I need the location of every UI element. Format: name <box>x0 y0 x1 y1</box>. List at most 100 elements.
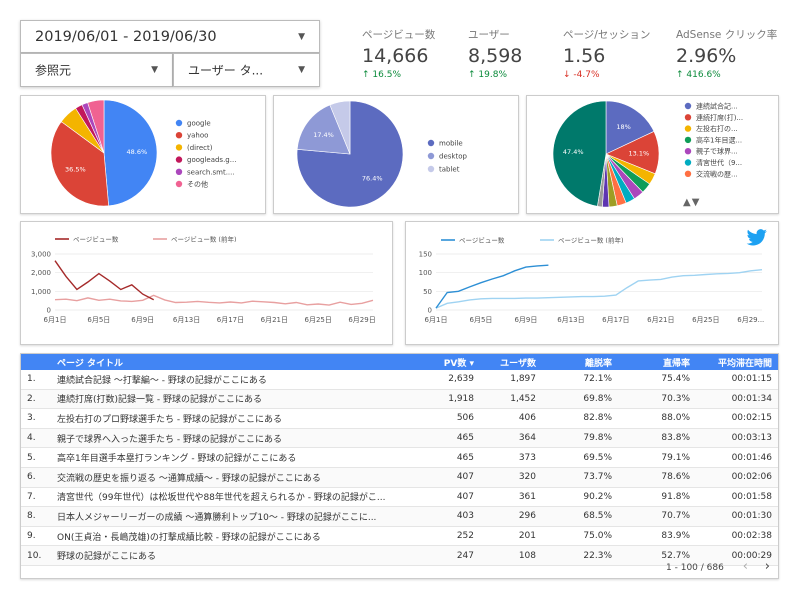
column-users[interactable]: ユーザ数 <box>500 358 536 369</box>
table-row[interactable]: 4. 親子で球界へ入った選手たち - 野球の記録がここにある 465 364 79.8%… <box>21 428 778 449</box>
x-tick-label: 6月17日 <box>602 316 629 324</box>
legend-item[interactable]: 親子で球界... <box>696 147 738 156</box>
table-row-bounce: 88.0% <box>618 408 696 429</box>
table-row-users: 108 <box>480 545 542 566</box>
legend-item[interactable]: mobile <box>439 140 463 148</box>
legend-item[interactable]: 交流戦の歴... <box>696 169 738 178</box>
pie-slice[interactable] <box>296 104 351 155</box>
pie-slice[interactable] <box>552 100 607 207</box>
table-row[interactable]: 3. 左投右打のプロ野球選手たち - 野球の記録がここにある 506 406 82.8%… <box>21 408 778 429</box>
column-page-title[interactable]: ページ タイトル <box>57 358 123 369</box>
source-pie-chart[interactable]: 48.6% 36.5% google yahoo (direct) googleads.g… <box>21 96 265 213</box>
legend-item[interactable]: desktop <box>439 153 467 161</box>
device-pie-chart[interactable]: 76.4% 17.4% mobile desktop tablet <box>274 96 518 213</box>
page-pie-chart[interactable]: 18% 13.1% 47.4% 連続試合記... 連続打席(打)... 左投右打の... 高… <box>527 96 778 213</box>
prev-page-button[interactable]: ‹ <box>742 559 748 574</box>
legend-pager[interactable]: ▲▼ <box>683 197 701 208</box>
legend-item[interactable]: ページビュー数 <box>459 236 505 245</box>
arrow-up-icon: ↑ <box>362 70 370 80</box>
table-row-exit: 79.8% <box>542 428 618 449</box>
series-line[interactable] <box>54 294 374 306</box>
date-range-picker[interactable]: 2019/06/01 - 2019/06/30 ▼ <box>20 20 320 53</box>
pie-slice[interactable] <box>296 100 404 208</box>
legend-item[interactable]: 連続試合記... <box>696 102 738 111</box>
table-row-exit: 69.8% <box>542 389 618 410</box>
table-row[interactable]: 6. 交流戦の歴史を振り返る ～通算成績～ - 野球の記録がここにある 407 320… <box>21 467 778 488</box>
legend-item[interactable]: その他 <box>187 180 208 189</box>
x-tick-label: 6月1日 <box>44 316 67 324</box>
table-row-time: 00:01:46 <box>696 447 778 468</box>
table-row[interactable]: 2. 連続打席(打数)記録一覧 - 野球の記録がここにある 1,918 1,452 69… <box>21 389 778 410</box>
legend-item[interactable]: 左投右打の... <box>696 124 738 133</box>
table-row-title: 日本人メジャーリーガーの成績 ～通算勝利トップ10～ - 野球の記録がここに..… <box>51 506 416 527</box>
x-tick-label: 6月29... <box>737 316 764 324</box>
arrow-down-icon: ↓ <box>563 70 571 80</box>
chevron-down-icon[interactable]: ▼ <box>151 65 158 75</box>
chevron-down-icon[interactable]: ▼ <box>298 65 305 75</box>
legend-item[interactable]: ページビュー数 (前年) <box>171 235 237 244</box>
table-row-pv: 407 <box>416 467 480 488</box>
column-exit-rate[interactable]: 離脱率 <box>584 358 612 369</box>
x-tick-label: 6月5日 <box>470 316 493 324</box>
kpi-change: ↓ -4.7% <box>563 70 600 80</box>
y-tick-label: 0 <box>428 307 432 315</box>
y-tick-label: 3,000 <box>31 251 51 259</box>
table-row-exit: 75.0% <box>542 526 618 547</box>
series-line[interactable] <box>54 260 155 301</box>
arrow-up-icon: ↑ <box>468 70 476 80</box>
legend-item[interactable]: ページビュー数 (前年) <box>558 236 624 245</box>
pie-slice[interactable] <box>103 99 158 207</box>
legend-item[interactable]: googleads.g... <box>187 156 236 164</box>
legend-item[interactable]: (direct) <box>187 144 213 152</box>
legend-item[interactable]: yahoo <box>187 132 208 140</box>
table-row-index: 6. <box>21 467 51 488</box>
legend-swatch <box>684 136 692 144</box>
table-row-exit: 72.1% <box>542 370 618 390</box>
x-tick-label: 6月21日 <box>647 316 674 324</box>
legend-item[interactable]: 高卒1年目選... <box>696 135 742 144</box>
pie-slice[interactable] <box>605 100 655 155</box>
pie-slice[interactable] <box>87 99 105 154</box>
legend-item[interactable]: 連続打席(打)... <box>696 113 743 122</box>
legend-swatch <box>427 152 435 160</box>
legend-swatch <box>175 144 183 151</box>
chevron-down-icon[interactable]: ▼ <box>298 31 305 42</box>
source-filter[interactable]: 参照元 ▼ <box>20 53 173 87</box>
kpi-users: ユーザー 8,598 ↑ 19.8% <box>468 27 522 80</box>
kpi-label: ユーザー <box>468 29 510 41</box>
column-bounce-rate[interactable]: 直帰率 <box>662 358 690 369</box>
column-avg-time[interactable]: 平均滞在時間 <box>717 358 772 369</box>
table-row-exit: 68.5% <box>542 506 618 527</box>
next-page-button[interactable]: › <box>764 559 770 574</box>
table-row[interactable]: 10. 野球の記録がここにある 247 108 22.3% 52.7% 00:00:29 <box>21 545 778 566</box>
table-row[interactable]: 8. 日本人メジャーリーガーの成績 ～通算勝利トップ10～ - 野球の記録がここに… <box>21 506 778 527</box>
table-row[interactable]: 1. 連続試合記録 ～打撃編～ - 野球の記録がここにある 2,639 1,897 72… <box>21 370 778 390</box>
table-row-pv: 2,639 <box>416 370 480 390</box>
legend-item[interactable]: google <box>187 120 211 128</box>
table-row[interactable]: 5. 高卒1年目選手本塁打ランキング - 野球の記録がここにある 465 373 69.… <box>21 447 778 468</box>
table-row[interactable]: 7. 清宮世代（99年世代）は松坂世代や88年世代を超えられるか - 野球の記録が… <box>21 487 778 508</box>
table-row-bounce: 91.8% <box>618 487 696 508</box>
legend-item[interactable]: tablet <box>439 166 460 174</box>
table-row-index: 1. <box>21 370 51 390</box>
legend-item[interactable]: 清宮世代（9... <box>696 158 742 167</box>
pie-slice[interactable] <box>50 121 109 207</box>
table-row-exit: 73.7% <box>542 467 618 488</box>
kpi-change: ↑ 19.8% <box>468 70 508 80</box>
user-type-filter[interactable]: ユーザー タ... ▼ <box>173 53 320 87</box>
legend-item[interactable]: ページビュー数 <box>73 235 119 244</box>
table-row-exit: 69.5% <box>542 447 618 468</box>
column-pageviews-sort[interactable]: PV数 ▾ <box>443 358 474 369</box>
table-row[interactable]: 9. ON(王貞治・長嶋茂雄)の打撃成績比較 - 野球の記録がここにある 252 20… <box>21 526 778 547</box>
pie-slice[interactable] <box>329 100 351 155</box>
kpi-value: 1.56 <box>563 45 606 67</box>
pie-slice-label: 18% <box>616 123 630 131</box>
x-tick-label: 6月25日 <box>304 316 331 324</box>
series-line[interactable] <box>435 264 549 309</box>
series-line[interactable] <box>435 269 763 309</box>
legend-item[interactable]: search.smt.... <box>187 168 235 176</box>
pie-page-panel: 18% 13.1% 47.4% 連続試合記... 連続打席(打)... 左投右打の... 高… <box>526 95 779 214</box>
twitter-bird-icon <box>746 229 767 246</box>
